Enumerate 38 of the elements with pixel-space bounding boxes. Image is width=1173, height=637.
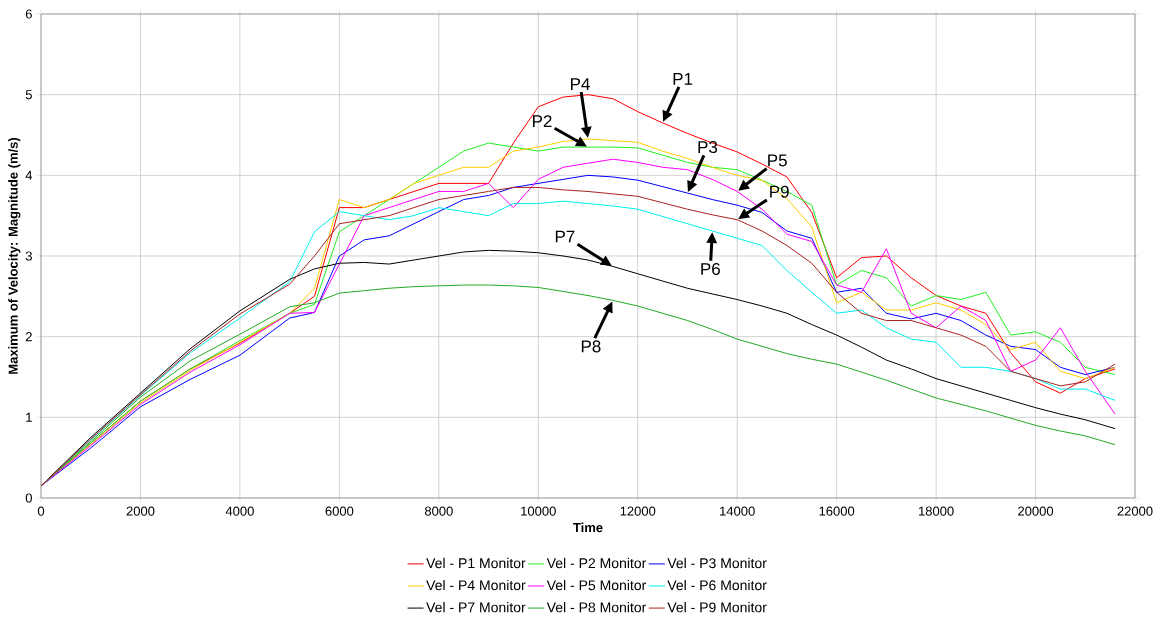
y-tick-label: 3 [25,251,32,261]
x-tick-label: 0 [37,506,45,516]
annotation: P5 [768,154,787,167]
annotation: P6 [701,262,720,276]
x-tick-label: 14000 [720,506,755,516]
annotation: P7 [555,230,575,243]
legend-label: Vel - P4 Monitor [426,579,526,591]
x-tick-label: 18000 [919,506,954,516]
x-tick-label: 10000 [521,506,556,516]
legend-label: Vel - P2 Monitor [546,557,647,569]
legend-label: Vel - P9 Monitor [667,602,767,613]
y-axis-title: Maximum of Velocity: Magnitude (m/s) [8,137,21,374]
y-tick-label: 5 [25,90,32,100]
legend-label: Vel - P1 Monitor [426,557,526,569]
legend-label: Vel - P3 Monitor [667,557,767,569]
legend-label: Vel - P5 Monitor [546,579,647,591]
y-tick-label: 0 [25,493,32,503]
annotation: P3 [698,141,718,154]
x-tick-label: 8000 [424,506,453,516]
legend-label: Vel - P7 Monitor [426,602,526,613]
annotation: P4 [571,78,590,90]
annotation: P1 [673,73,693,85]
x-tick-label: 2000 [126,506,155,516]
annotation: P8 [581,340,601,353]
x-tick-label: 22000 [1117,506,1153,516]
y-tick-label: 1 [26,412,32,422]
x-tick-label: 16000 [819,506,855,516]
annotation: P2 [533,115,552,128]
y-tick-label: 2 [25,332,32,342]
legend-label: Vel - P8 Monitor [546,602,647,613]
x-tick-label: 20000 [1018,506,1054,516]
x-tick-label: 4000 [225,506,254,516]
x-tick-label: 6000 [325,506,354,516]
x-axis-title: Time [573,522,603,533]
x-tick-label: 12000 [620,506,656,516]
legend-label: Vel - P6 Monitor [667,579,767,591]
y-tick-label: 6 [25,9,32,19]
y-tick-label: 4 [25,170,33,180]
